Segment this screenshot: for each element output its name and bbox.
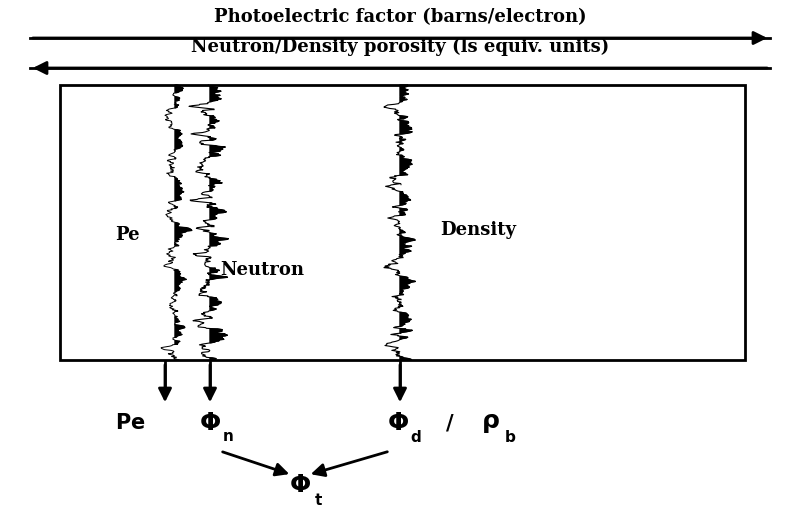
Text: Pe: Pe [115, 226, 140, 244]
Text: $\mathbf{t}$: $\mathbf{t}$ [314, 492, 322, 508]
Text: $\mathbf{n}$: $\mathbf{n}$ [222, 430, 234, 444]
Text: $\mathbf{\Phi}$: $\mathbf{\Phi}$ [199, 411, 221, 435]
Bar [60, 85, 745, 360]
Text: $\mathbf{\rho}$: $\mathbf{\rho}$ [481, 411, 499, 435]
Text: $\mathbf{/}$: $\mathbf{/}$ [445, 413, 455, 433]
Text: Density: Density [440, 221, 516, 239]
Text: $\mathbf{\Phi}$: $\mathbf{\Phi}$ [289, 473, 311, 497]
Text: $\mathbf{\Phi}$: $\mathbf{\Phi}$ [387, 411, 409, 435]
Text: Neutron: Neutron [220, 261, 304, 279]
Text: $\mathbf{d}$: $\mathbf{d}$ [410, 429, 422, 445]
Text: Neutron/Density porosity (ls equiv. units): Neutron/Density porosity (ls equiv. unit… [191, 38, 609, 56]
Text: $\mathbf{b}$: $\mathbf{b}$ [504, 429, 516, 445]
Text: $\mathbf{Pe}$: $\mathbf{Pe}$ [114, 413, 146, 433]
Text: Photoelectric factor (barns/electron): Photoelectric factor (barns/electron) [214, 8, 586, 26]
